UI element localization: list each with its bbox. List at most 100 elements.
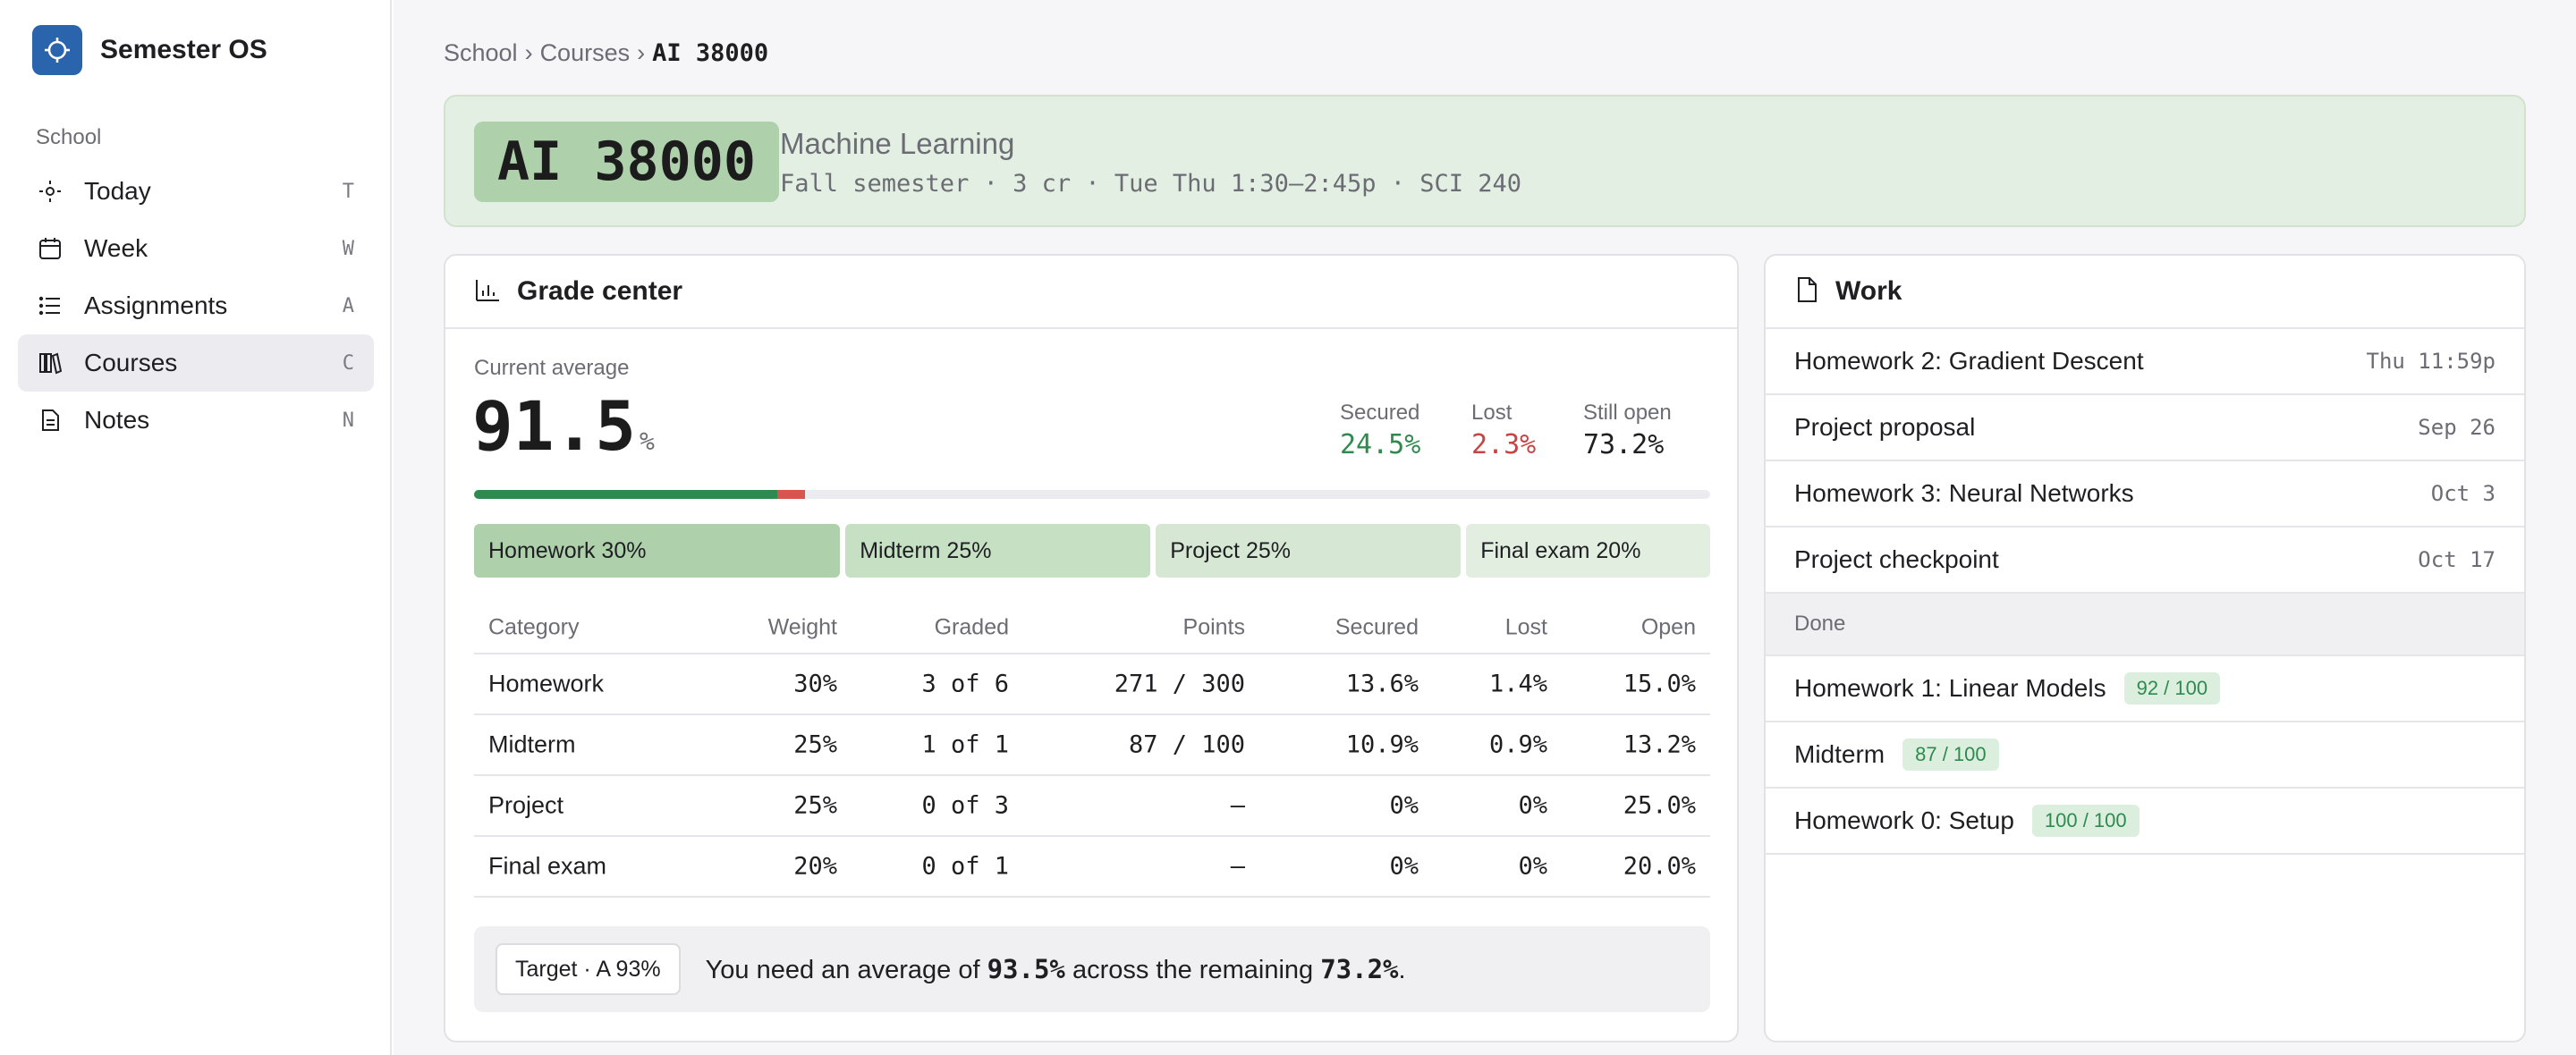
shortcut-key: N [342, 409, 354, 432]
table-cell: 0% [1389, 852, 1419, 881]
table-row[interactable]: Final exam 20% 0 of 1 – 0% 0% 20.0% [474, 837, 1710, 898]
weight-chip-final-exam[interactable]: Final exam 20% [1466, 524, 1710, 578]
brand[interactable]: Semester OS [32, 25, 267, 75]
sun-icon [38, 179, 63, 204]
card-title: Work [1835, 276, 1902, 306]
table-cell: Project [488, 791, 564, 819]
course-header: AI 38000 Machine Learning Fall semester … [444, 95, 2526, 227]
card-title: Grade center [517, 276, 683, 306]
app-logo-icon [32, 25, 82, 75]
stat-secured: Secured 24.5% [1340, 401, 1420, 460]
target-callout: Target · A 93% You need an average of 93… [474, 926, 1710, 1012]
grade-center-card: Grade center Current average 91.5% Secur… [444, 254, 1739, 1042]
table-cell: 3 of 6 [921, 670, 1009, 698]
grade-table: Category Weight Graded Points Secured Lo… [474, 603, 1710, 898]
books-icon [38, 350, 63, 376]
calendar-icon [38, 236, 63, 261]
target-remaining-weight: 73.2% [1320, 953, 1399, 984]
sidebar-item-label: Notes [84, 406, 150, 434]
table-cell: 0% [1389, 791, 1419, 820]
shortcut-key: W [342, 237, 354, 260]
weight-breakdown: Homework 30% Midterm 25% Project 25% Fin… [474, 524, 1710, 578]
table-cell: 0% [1518, 791, 1547, 820]
target-text-before: You need an average of [705, 955, 987, 984]
weight-chip-homework[interactable]: Homework 30% [474, 524, 841, 578]
completed-item[interactable]: Homework 1: Linear Models 92 / 100 [1766, 656, 2524, 722]
current-average-value: 91.5% [472, 386, 655, 466]
table-cell: Midterm [488, 730, 576, 758]
column-header: Points [1182, 614, 1245, 640]
work-item[interactable]: Project checkpoint Oct 17 [1766, 528, 2524, 594]
weight-chip-project[interactable]: Project 25% [1156, 524, 1462, 578]
sidebar-item-label: Week [84, 234, 148, 262]
work-item-name: Homework 3: Neural Networks [1794, 479, 2134, 507]
list-icon [38, 293, 63, 318]
table-cell: 25.0% [1623, 791, 1696, 820]
weight-chip-midterm[interactable]: Midterm 25% [845, 524, 1151, 578]
table-cell: 13.2% [1623, 730, 1696, 759]
score-badge: 100 / 100 [2031, 805, 2140, 837]
shortcut-key: T [342, 180, 354, 203]
table-cell: 1.4% [1488, 670, 1547, 698]
work-card: Work Homework 2: Gradient Descent Thu 11… [1764, 254, 2526, 1042]
breadcrumb-school[interactable]: School [444, 39, 518, 66]
table-cell: – [1230, 791, 1245, 820]
stat-lost: Lost 2.3% [1471, 401, 1536, 460]
target-text-middle: across the remaining [1064, 955, 1321, 984]
table-cell: 87 / 100 [1128, 730, 1245, 759]
work-item[interactable]: Homework 3: Neural Networks Oct 3 [1766, 461, 2524, 528]
work-item[interactable]: Homework 2: Gradient Descent Thu 11:59p [1766, 329, 2524, 395]
completed-item[interactable]: Homework 0: Setup 100 / 100 [1766, 789, 2524, 855]
work-item-name: Homework 1: Linear Models [1794, 674, 2106, 702]
main-content: School › Courses › AI 38000 AI 38000 Mac… [394, 0, 2576, 1055]
sidebar-section-label: School [36, 125, 102, 149]
work-item[interactable]: Project proposal Sep 26 [1766, 395, 2524, 461]
shortcut-key: C [342, 351, 354, 375]
done-section-header: Done [1766, 594, 2524, 656]
breadcrumb-courses[interactable]: Courses [539, 39, 631, 66]
table-cell: Final exam [488, 852, 607, 880]
table-cell: 20.0% [1623, 852, 1696, 881]
course-title: Machine Learning [780, 127, 1015, 160]
breadcrumb-current: AI 38000 [652, 39, 769, 67]
table-cell: 25% [793, 791, 837, 820]
table-cell: 13.6% [1345, 670, 1419, 698]
work-item-name: Project checkpoint [1794, 545, 1999, 573]
sidebar-item-label: Today [84, 177, 151, 205]
breadcrumb-separator: › [637, 39, 646, 66]
score-badge: 92 / 100 [2123, 672, 2221, 705]
stat-value: 73.2% [1583, 429, 1665, 460]
current-average-unit: % [640, 426, 655, 456]
sidebar: Semester OS School Today T [0, 0, 392, 1055]
sidebar-item-week[interactable]: Week W [18, 220, 374, 277]
work-item-name: Midterm [1794, 740, 1885, 768]
sidebar-item-courses[interactable]: Courses C [18, 334, 374, 392]
shortcut-key: A [342, 294, 354, 317]
sidebar-item-notes[interactable]: Notes N [18, 392, 374, 449]
table-cell: 271 / 300 [1114, 670, 1245, 698]
app-name: Semester OS [100, 35, 267, 64]
table-row[interactable]: Project 25% 0 of 3 – 0% 0% 25.0% [474, 776, 1710, 837]
current-average-label: Current average [474, 356, 630, 380]
work-item-due: Thu 11:59p [2366, 349, 2496, 374]
sidebar-item-today[interactable]: Today T [18, 163, 374, 220]
progress-lost-segment [776, 490, 806, 499]
table-cell: – [1230, 852, 1245, 881]
stat-value: 2.3% [1471, 429, 1537, 460]
work-item-name: Project proposal [1794, 413, 1976, 441]
file-icon [1794, 276, 1819, 308]
table-row[interactable]: Homework 30% 3 of 6 271 / 300 13.6% 1.4%… [474, 654, 1710, 715]
course-code-badge: AI 38000 [474, 122, 779, 202]
document-icon [38, 408, 63, 433]
stat-label: Still open [1583, 401, 1672, 425]
completed-item[interactable]: Midterm 87 / 100 [1766, 722, 2524, 789]
column-header: Category [488, 614, 580, 640]
bar-chart-icon [474, 276, 501, 308]
target-grade-chip[interactable]: Target · A 93% [496, 943, 681, 995]
table-cell: 0 of 1 [921, 852, 1009, 881]
table-row[interactable]: Midterm 25% 1 of 1 87 / 100 10.9% 0.9% 1… [474, 715, 1710, 776]
breadcrumb-separator: › [524, 39, 533, 66]
work-item-name: Homework 0: Setup [1794, 806, 2014, 834]
sidebar-item-assignments[interactable]: Assignments A [18, 277, 374, 334]
table-cell: 20% [793, 852, 837, 881]
